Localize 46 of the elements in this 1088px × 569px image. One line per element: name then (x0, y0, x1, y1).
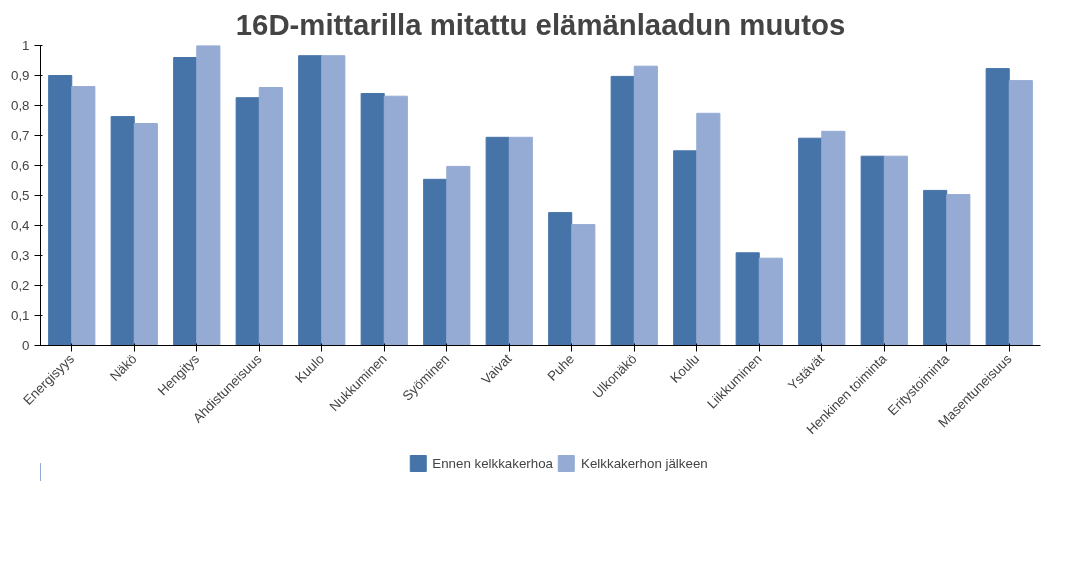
legend-label: Kelkkakerhon jälkeen (581, 455, 708, 471)
bar (883, 155, 908, 346)
y-tick-label: 0,3 (10, 248, 30, 263)
bar (298, 55, 323, 346)
bar (798, 137, 823, 346)
bar (735, 252, 760, 346)
bar (758, 257, 783, 346)
y-tick-label: 0,2 (10, 278, 30, 293)
y-tick-label: 0,9 (10, 68, 30, 83)
bar (633, 65, 658, 346)
bar (48, 75, 73, 346)
bar (860, 155, 885, 346)
legend-label: Ennen kelkkakerhoa (432, 455, 554, 471)
y-tick-label: 0,5 (10, 188, 30, 203)
bar (110, 116, 135, 346)
bar (673, 150, 698, 346)
bar (985, 68, 1010, 346)
bar (485, 136, 510, 346)
bar (423, 178, 448, 346)
chart-title: 16D-mittarilla mitattu elämänlaadun muutos (235, 7, 846, 41)
y-tick-label: 0,4 (10, 218, 31, 233)
bar (571, 224, 596, 346)
bar (610, 75, 635, 346)
bar (383, 95, 408, 346)
bar (696, 112, 721, 346)
bar (321, 55, 346, 346)
bar (1008, 80, 1033, 346)
bar (133, 123, 158, 346)
bar (923, 189, 948, 346)
y-tick-label: 0,7 (10, 128, 30, 143)
bar (258, 87, 283, 346)
bar (196, 45, 221, 346)
y-tick-label: 1 (22, 38, 30, 53)
bar (446, 165, 471, 346)
bar (548, 212, 573, 346)
bar (821, 130, 846, 346)
bar (173, 57, 198, 346)
y-tick-label: 0 (22, 338, 30, 353)
y-tick-label: 0,1 (10, 308, 30, 323)
bar (360, 93, 385, 346)
bar (946, 194, 971, 346)
y-tick-label: 0,6 (10, 158, 30, 173)
y-tick-label: 0,8 (10, 98, 30, 113)
bar (508, 136, 533, 346)
bar (235, 97, 260, 346)
bar (71, 86, 96, 346)
